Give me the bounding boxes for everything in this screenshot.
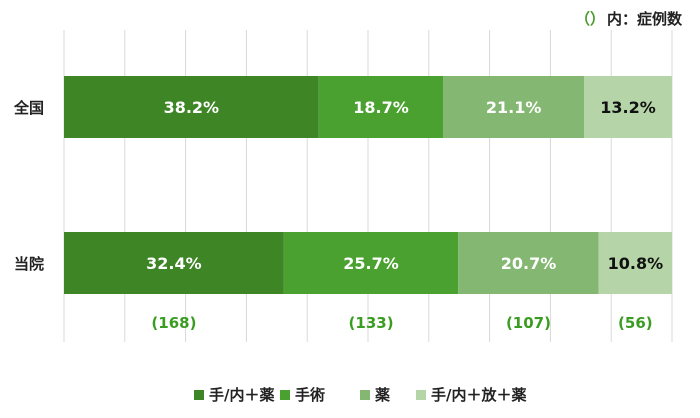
note-text: 内：症例数 (606, 10, 682, 28)
data-label: 13.2% (600, 98, 656, 117)
case-count-label: (133) (349, 314, 394, 332)
data-label: 21.1% (486, 98, 542, 117)
data-label: 18.7% (353, 98, 409, 117)
case-count-label: (56) (618, 314, 653, 332)
bar-segment (584, 76, 672, 138)
legend-swatch (280, 390, 290, 400)
bar-segment (283, 232, 459, 294)
note-parens: （） (574, 10, 605, 28)
legend-label: 手/内＋薬 (209, 386, 274, 404)
bar-segment (598, 232, 672, 294)
data-label: 32.4% (146, 254, 202, 273)
data-label: 20.7% (501, 254, 557, 273)
category-label: 全国 (13, 99, 44, 117)
case-count-note: （） 内：症例数 (575, 8, 682, 29)
data-label: 38.2% (164, 98, 220, 117)
data-label: 10.8% (608, 254, 664, 273)
case-count-label: (168) (151, 314, 196, 332)
bar-segment (64, 232, 284, 294)
bar-segment (458, 232, 599, 294)
legend-label: 薬 (374, 386, 390, 404)
bar-segment (64, 76, 319, 138)
data-label: 25.7% (343, 254, 399, 273)
legend-swatch (416, 390, 426, 400)
legend-swatch (360, 390, 370, 400)
bar-segment (318, 76, 444, 138)
case-count-label: (107) (506, 314, 551, 332)
bar-segment (443, 76, 584, 138)
category-label: 当院 (14, 255, 44, 273)
legend-swatch (194, 390, 204, 400)
legend-label: 手術 (295, 386, 325, 404)
legend-label: 手/内＋放＋薬 (431, 386, 526, 404)
